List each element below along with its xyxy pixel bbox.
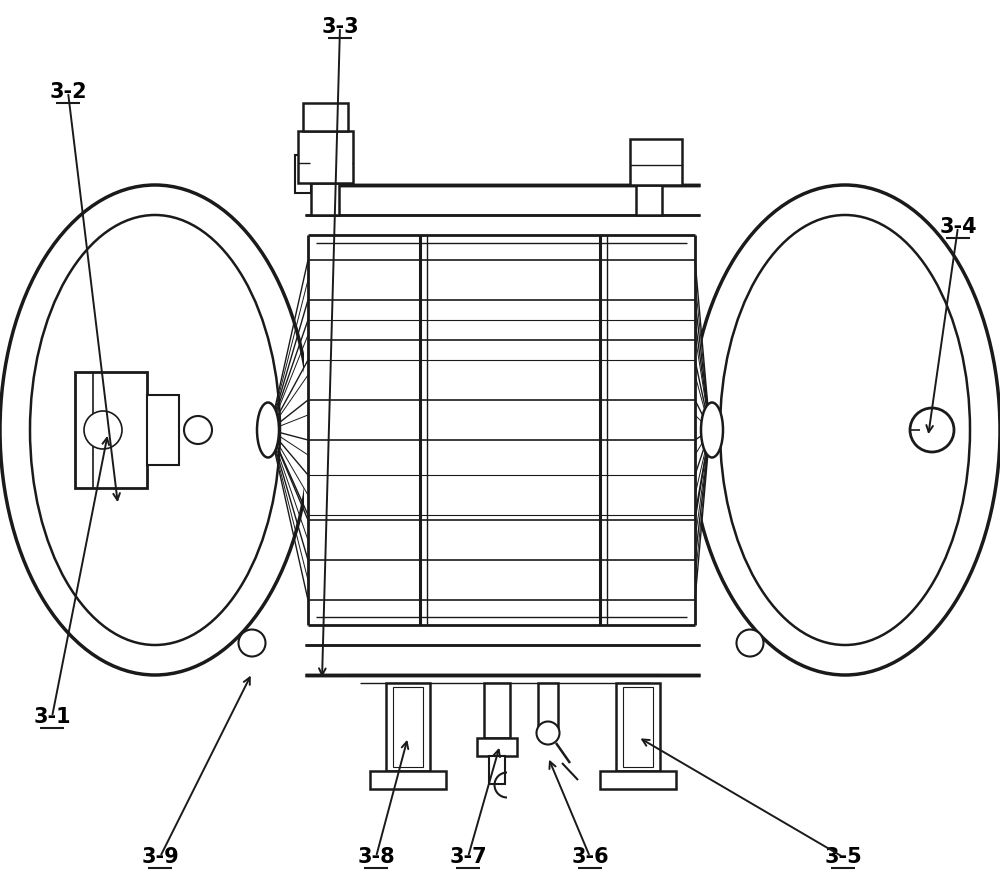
Bar xyxy=(477,738,517,756)
Ellipse shape xyxy=(84,411,122,449)
Bar xyxy=(298,131,353,183)
Ellipse shape xyxy=(30,215,280,645)
Text: 3-3: 3-3 xyxy=(321,17,359,37)
Ellipse shape xyxy=(257,403,279,458)
Ellipse shape xyxy=(0,185,310,675)
Text: 3-5: 3-5 xyxy=(824,847,862,867)
Text: 3-1: 3-1 xyxy=(33,707,71,727)
Bar xyxy=(303,103,348,131)
Ellipse shape xyxy=(536,721,560,744)
Bar xyxy=(304,186,701,674)
Text: 3-7: 3-7 xyxy=(449,847,487,867)
Bar xyxy=(636,185,662,215)
Bar xyxy=(393,687,423,767)
Bar xyxy=(630,139,682,185)
Text: 3-2: 3-2 xyxy=(49,82,87,102)
Ellipse shape xyxy=(239,629,266,657)
Ellipse shape xyxy=(736,629,764,657)
Bar xyxy=(484,683,510,738)
Text: 3-8: 3-8 xyxy=(357,847,395,867)
Bar xyxy=(311,183,339,215)
Bar xyxy=(616,683,660,771)
Bar xyxy=(600,771,676,789)
Text: 3-6: 3-6 xyxy=(571,847,609,867)
Ellipse shape xyxy=(910,408,954,452)
Bar xyxy=(305,185,700,675)
Text: 3-9: 3-9 xyxy=(141,847,179,867)
Ellipse shape xyxy=(184,416,212,444)
Bar xyxy=(489,756,505,784)
Ellipse shape xyxy=(720,215,970,645)
Text: 3-4: 3-4 xyxy=(939,217,977,237)
Ellipse shape xyxy=(701,403,723,458)
Bar xyxy=(147,395,179,465)
Ellipse shape xyxy=(690,185,1000,675)
Bar xyxy=(75,372,147,488)
Bar xyxy=(370,771,446,789)
Bar xyxy=(538,683,558,728)
Bar xyxy=(623,687,653,767)
Bar xyxy=(295,155,311,193)
Bar xyxy=(335,215,670,645)
Bar xyxy=(386,683,430,771)
